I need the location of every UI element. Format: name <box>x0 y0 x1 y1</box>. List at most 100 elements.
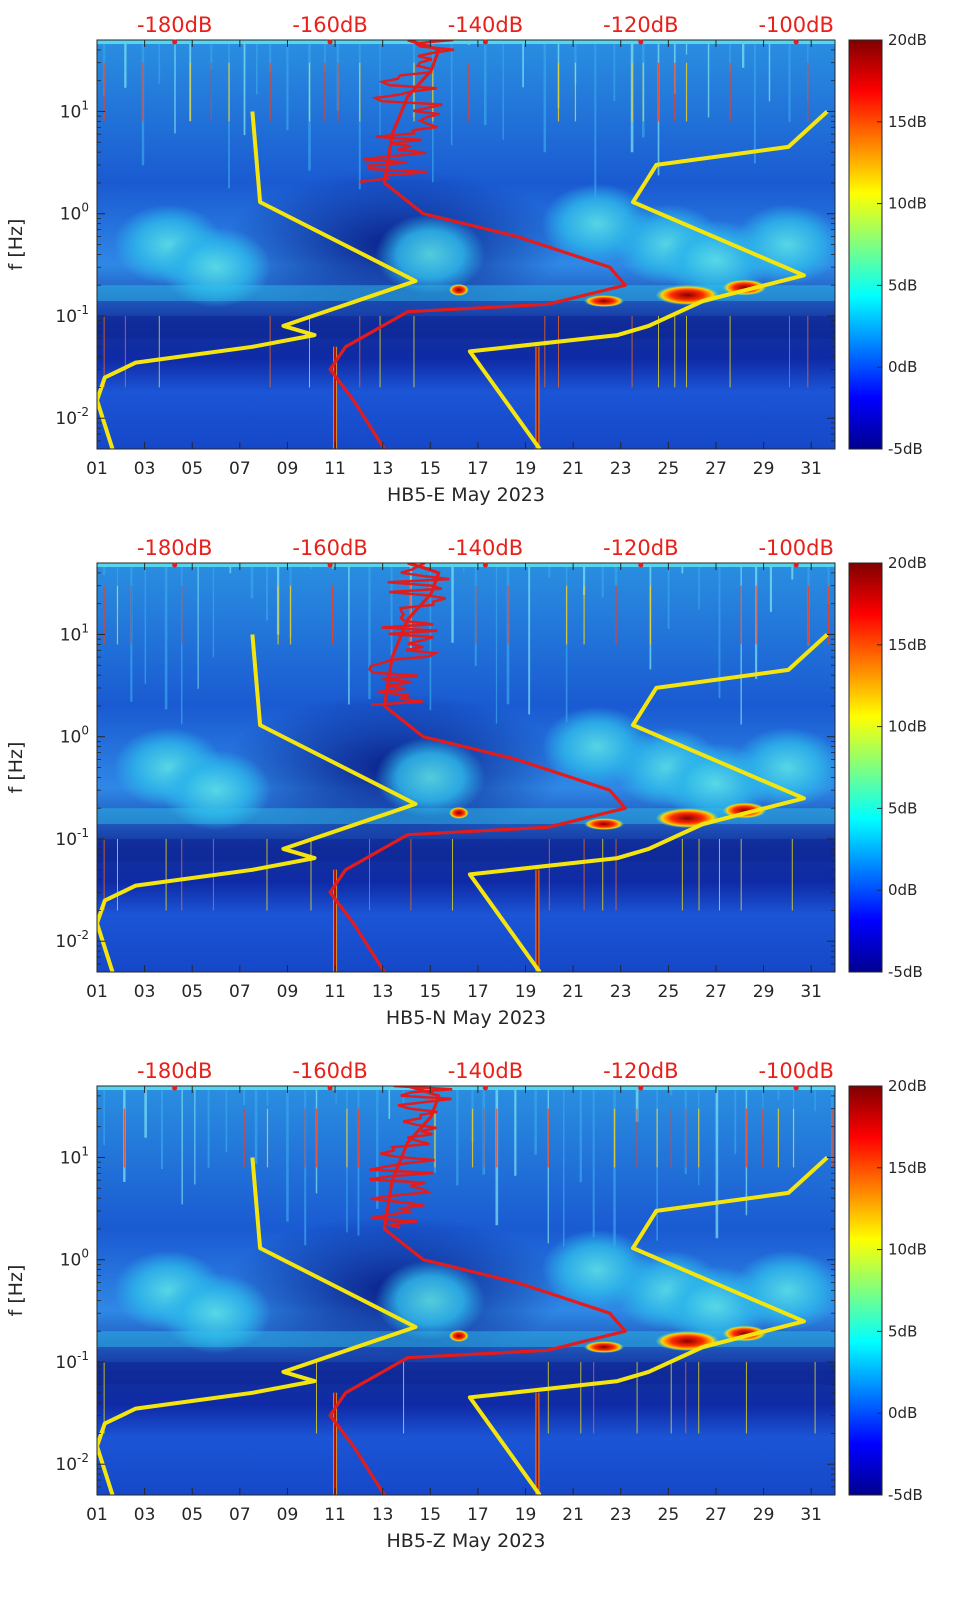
x-tick-label: 21 <box>562 1505 584 1525</box>
colorbar-tick-label: 20dB <box>888 554 927 572</box>
yellow-noise-model-curve <box>467 1156 829 1495</box>
x-tick-label: 29 <box>753 1505 775 1525</box>
colorbar-tick-label: -5dB <box>888 440 923 458</box>
x-axis-title: HB5-E May 2023 <box>387 484 545 506</box>
yellow-noise-model-curve <box>97 1157 418 1495</box>
spectrogram-image <box>97 40 835 449</box>
colorbar-tick-label: 5dB <box>888 276 917 294</box>
db-scale-marker <box>172 1085 178 1091</box>
x-tick-label: 01 <box>86 459 108 479</box>
db-scale-label: -140dB <box>448 13 523 37</box>
x-axis-title: HB5-N May 2023 <box>386 1007 546 1029</box>
y-axis-title: f [Hz] <box>5 1265 27 1317</box>
colorbar-tick-label: -5dB <box>888 963 923 981</box>
db-scale-marker <box>327 1085 333 1091</box>
x-tick-label: 29 <box>753 982 775 1002</box>
x-tick-label: 01 <box>86 1505 108 1525</box>
x-tick-label: 11 <box>324 459 346 479</box>
colorbar-gradient <box>848 562 883 973</box>
y-axis-title: f [Hz] <box>5 742 27 794</box>
db-scale-label: -120dB <box>603 13 678 37</box>
x-tick-label: 09 <box>277 982 299 1002</box>
x-tick-label: 17 <box>467 1505 489 1525</box>
colorbar-tick-label: -5dB <box>888 1486 923 1504</box>
yellow-noise-model-curve <box>97 634 418 972</box>
x-tick-label: 23 <box>610 1505 632 1525</box>
colorbar: 20dB 15dB 10dB 5dB 0dB -5dB <box>848 31 927 458</box>
x-tick-label: 17 <box>467 982 489 1002</box>
x-tick-label: 07 <box>229 1505 251 1525</box>
x-tick-label: 11 <box>324 982 346 1002</box>
x-tick-label: 19 <box>515 982 537 1002</box>
colorbar-tick-label: 20dB <box>888 31 927 49</box>
x-tick-label: 15 <box>419 459 441 479</box>
db-scale-marker <box>482 1085 488 1091</box>
db-scale-label: -100dB <box>758 13 833 37</box>
x-tick-label: 09 <box>277 459 299 479</box>
x-tick-label: 07 <box>229 459 251 479</box>
db-scale-marker <box>172 562 178 568</box>
db-scale-marker <box>793 1085 799 1091</box>
db-scale-label: -160dB <box>292 536 367 560</box>
db-scale-marker <box>638 39 644 45</box>
red-noise-curve-detail <box>368 563 450 707</box>
db-scale-label: -100dB <box>758 1059 833 1083</box>
spectrogram-panel-3: 01 03 05 07 09 11 13 15 17 19 21 23 25 27 29 31 HB5-Z Ma… <box>5 1059 927 1552</box>
x-tick-label: 15 <box>419 982 441 1002</box>
y-tick-label: 10-1 <box>55 826 89 850</box>
db-scale-marker <box>482 39 488 45</box>
y-axis-title: f [Hz] <box>5 219 27 271</box>
colorbar-tick-label: 0dB <box>888 881 917 899</box>
spectrogram-image <box>97 1086 835 1495</box>
x-tick-label: 05 <box>181 982 203 1002</box>
y-tick-label: 10-2 <box>55 1451 89 1475</box>
colorbar-tick-label: 10dB <box>888 1241 927 1259</box>
yellow-noise-model-curve <box>97 111 418 449</box>
x-tick-label: 19 <box>515 1505 537 1525</box>
x-tick-label: 21 <box>562 459 584 479</box>
colorbar-tick-label: 15dB <box>888 1159 927 1177</box>
y-tick-label: 10-1 <box>55 1349 89 1373</box>
yellow-noise-model-curve <box>467 110 829 449</box>
x-tick-label: 05 <box>181 1505 203 1525</box>
x-tick-label: 11 <box>324 1505 346 1525</box>
db-scale-marker <box>327 562 333 568</box>
y-tick-label: 100 <box>60 724 89 748</box>
x-tick-label: 29 <box>753 459 775 479</box>
db-scale-label: -160dB <box>292 1059 367 1083</box>
y-tick-label: 100 <box>60 201 89 225</box>
db-scale-label: -140dB <box>448 536 523 560</box>
db-scale-label: -120dB <box>603 1059 678 1083</box>
x-tick-label: 25 <box>658 459 680 479</box>
db-scale-marker <box>793 562 799 568</box>
x-tick-label: 09 <box>277 1505 299 1525</box>
db-scale-label: -100dB <box>758 536 833 560</box>
red-noise-curve-detail <box>359 40 455 184</box>
spectrogram-panel-1: 01 03 05 07 09 11 13 15 17 19 21 23 25 27 29 31 HB5-E Ma… <box>5 13 927 506</box>
db-scale-label: -180dB <box>137 1059 212 1083</box>
db-scale-marker <box>482 562 488 568</box>
colorbar-tick-label: 0dB <box>888 358 917 376</box>
colorbar-tick-label: 15dB <box>888 113 927 131</box>
x-tick-label: 31 <box>800 459 822 479</box>
x-tick-label: 19 <box>515 459 537 479</box>
x-tick-label: 27 <box>705 459 727 479</box>
spectrogram-panel-2: 01 03 05 07 09 11 13 15 17 19 21 23 25 27 29 31 HB5-N Ma… <box>5 536 927 1029</box>
colorbar-tick-label: 5dB <box>888 1322 917 1340</box>
y-tick-label: 10-2 <box>55 928 89 952</box>
db-scale-label: -140dB <box>448 1059 523 1083</box>
colorbar-tick-label: 10dB <box>888 195 927 213</box>
x-tick-label: 21 <box>562 982 584 1002</box>
colorbar-tick-label: 0dB <box>888 1404 917 1422</box>
x-tick-label: 13 <box>372 1505 394 1525</box>
x-axis-title: HB5-Z May 2023 <box>387 1530 546 1552</box>
db-scale-label: -120dB <box>603 536 678 560</box>
y-tick-label: 10-2 <box>55 405 89 429</box>
colorbar-tick-label: 5dB <box>888 799 917 817</box>
db-scale-marker <box>327 39 333 45</box>
x-tick-label: 23 <box>610 459 632 479</box>
x-tick-label: 17 <box>467 459 489 479</box>
db-scale-marker <box>638 1085 644 1091</box>
x-tick-label: 31 <box>800 982 822 1002</box>
